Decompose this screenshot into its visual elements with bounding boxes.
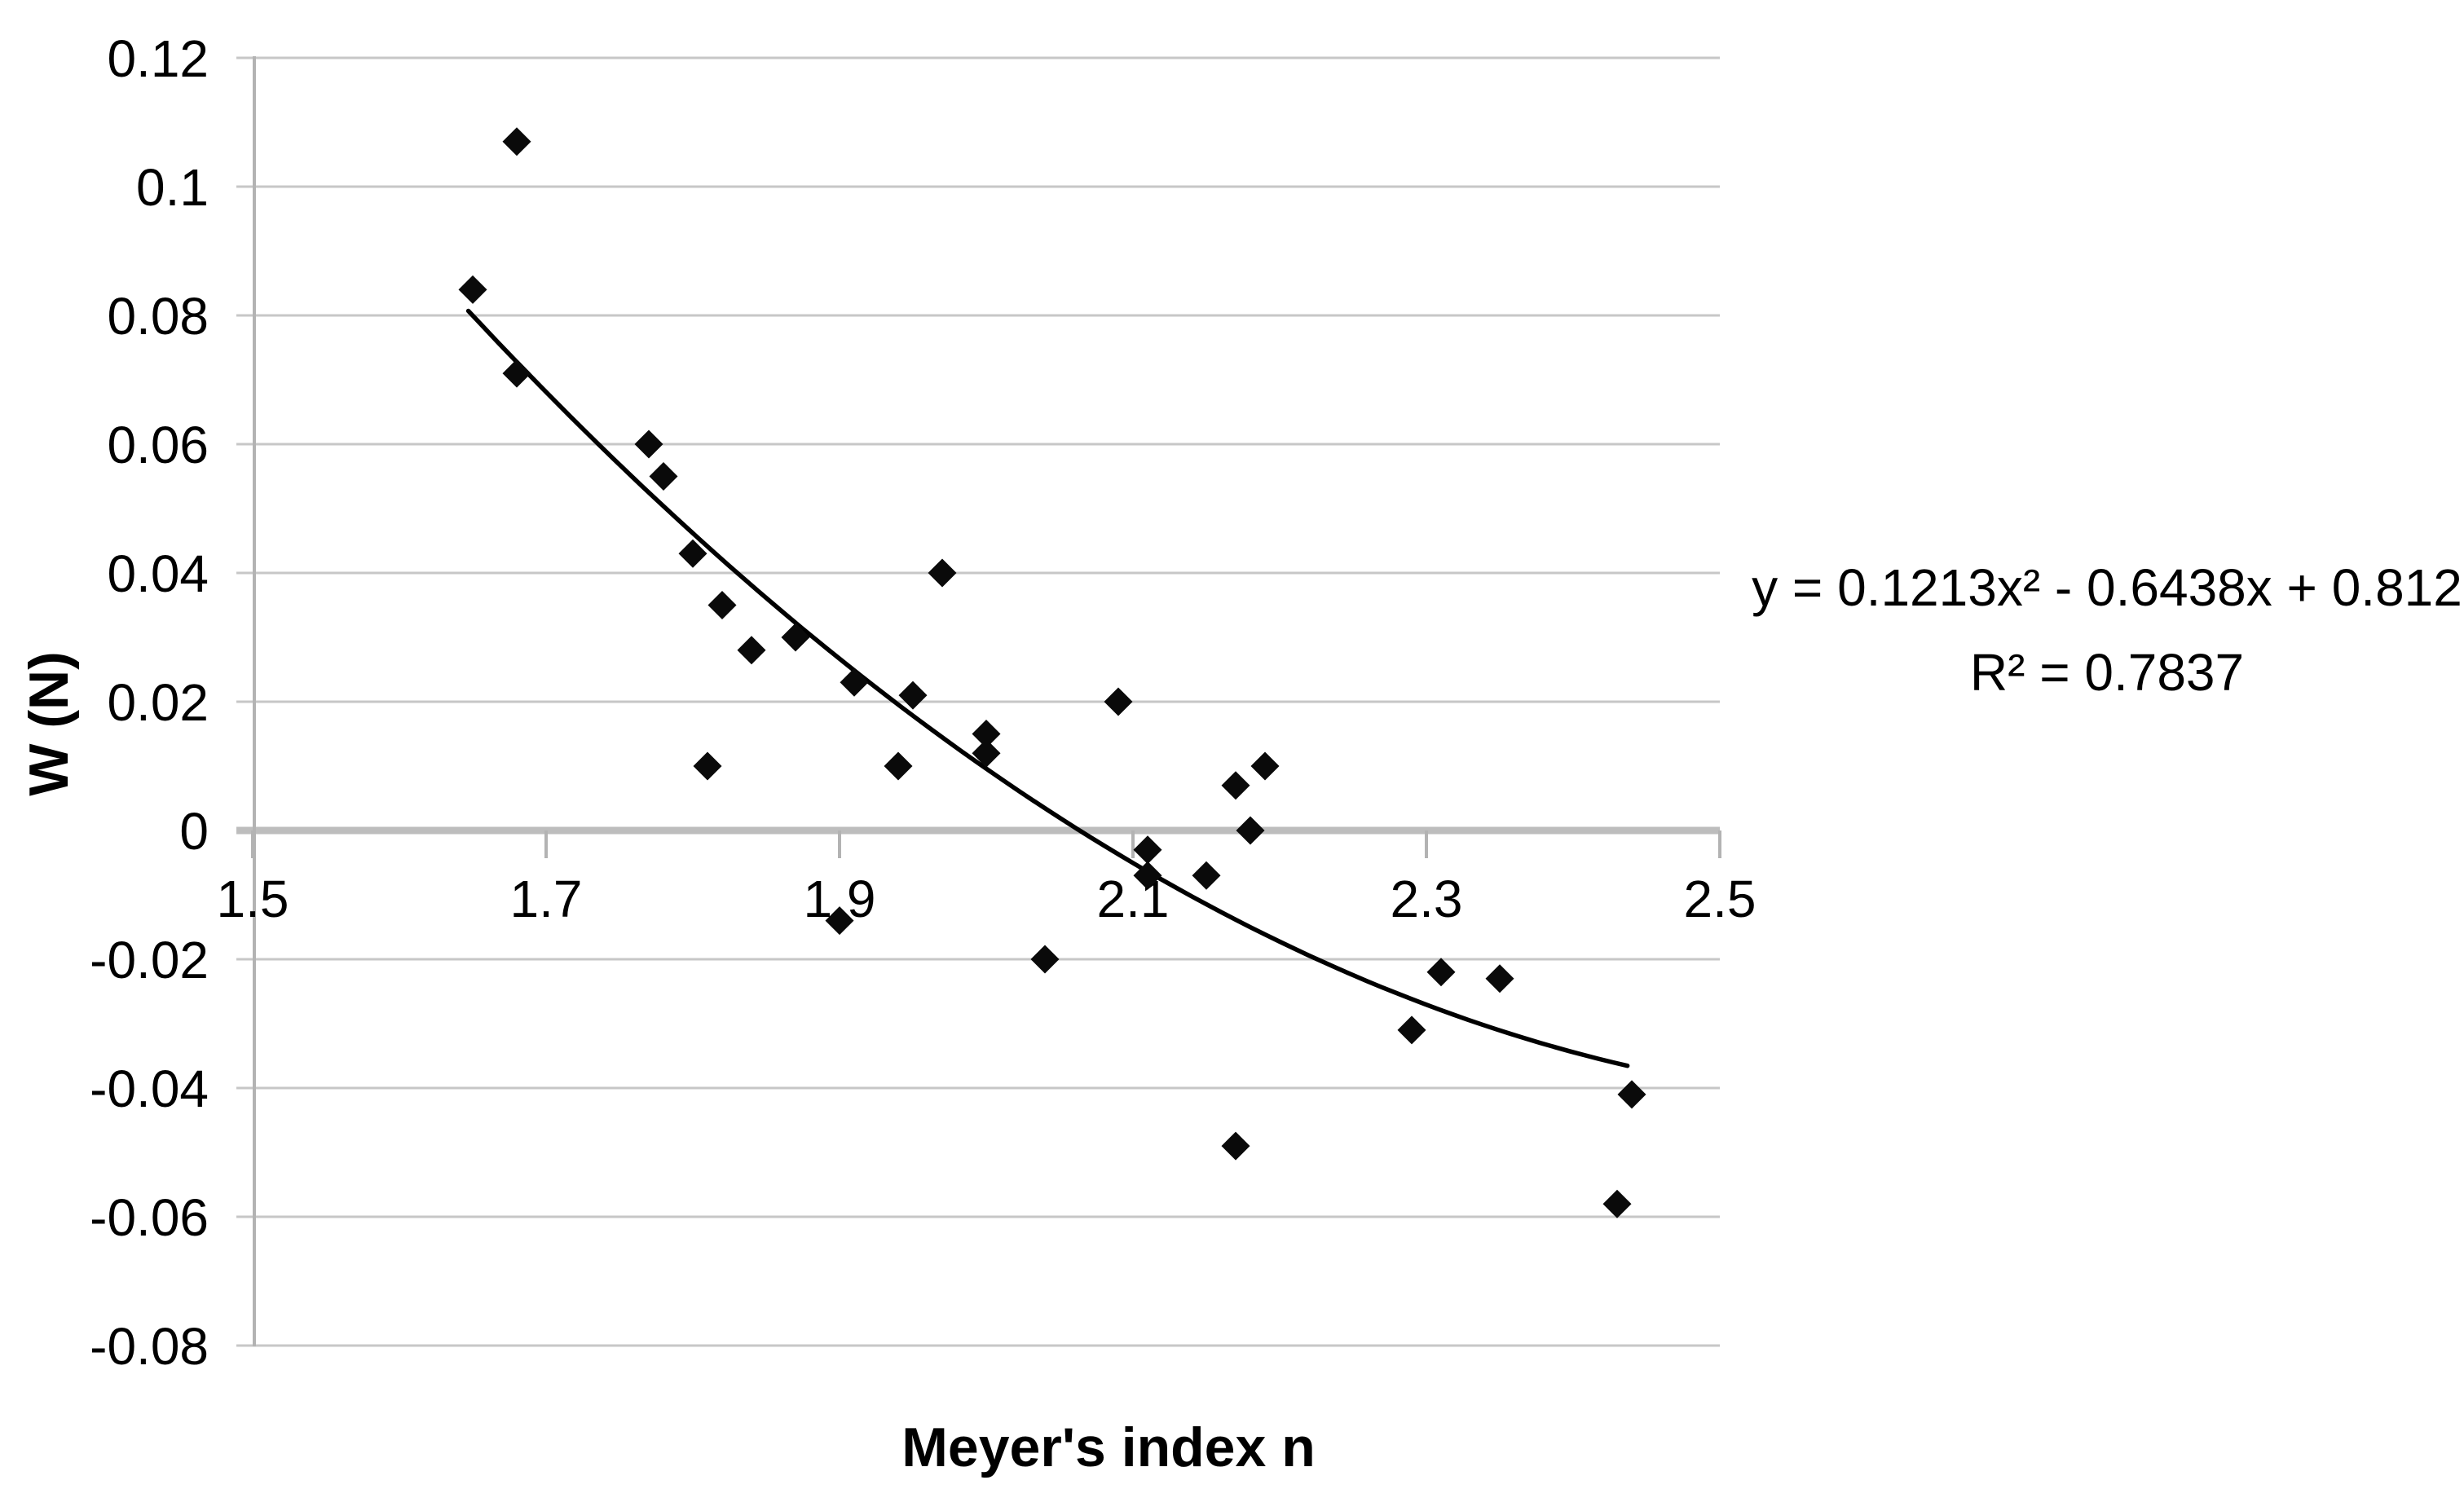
data-point-marker [649,462,678,491]
data-point-marker [1133,835,1162,865]
x-tick-label: 1.5 [217,870,289,928]
data-point-marker [1192,861,1221,890]
trendline-curve [465,308,1630,1068]
y-tick-label: 0.02 [107,673,209,732]
data-point-marker [1426,958,1456,987]
x-axis-title: Meyer's index n [901,1416,1316,1478]
data-point-marker [634,430,663,459]
data-point-marker [825,906,854,936]
data-point-marker [502,127,531,156]
data-point-marker [1236,816,1265,845]
data-point-marker [693,751,722,781]
data-point-marker [1104,687,1133,716]
x-tick-label: 2.3 [1391,870,1463,928]
data-point-marker [1602,1189,1632,1218]
data-point-marker [898,681,928,710]
data-point-marker [1250,751,1280,781]
data-point-marker [781,623,810,652]
data-point-marker [972,720,1001,748]
y-tick-label: -0.08 [90,1317,209,1376]
data-point-marker [707,591,737,619]
y-tick-label: 0.04 [107,544,209,603]
data-point-marker [1617,1080,1646,1109]
trendline-equation: y = 0.1213x² - 0.6438x + 0.812 [1752,558,2462,617]
data-point-marker [737,636,766,665]
data-point-marker [1485,964,1514,993]
data-point-marker [972,738,1001,768]
y-tick-label: -0.06 [90,1188,209,1247]
r-squared-value: R² = 0.7837 [1969,643,2245,702]
y-tick-label: 0.06 [107,416,209,474]
data-point-marker [1221,1131,1250,1161]
data-point-marker [502,359,531,388]
y-tick-label: -0.02 [90,931,209,989]
data-point-marker [840,667,869,697]
data-point-marker [1221,771,1250,800]
y-tick-label: 0 [179,802,209,861]
x-tick-label: 2.5 [1684,870,1757,928]
y-tick-label: 0.08 [107,287,209,346]
x-tick-label: 1.7 [510,870,583,928]
data-point-marker [678,539,707,568]
y-tick-label: 0.12 [107,29,209,88]
data-point-marker [884,751,913,781]
data-point-marker [1030,945,1060,974]
data-point-marker [1397,1015,1426,1045]
y-tick-label: -0.04 [90,1059,209,1118]
y-axis-title: W (N) [18,651,80,796]
y-tick-label: 0.1 [136,158,209,217]
trendline-annotation: y = 0.1213x² - 0.6438x + 0.812 R² = 0.78… [1744,545,2464,715]
data-point-marker [458,275,487,304]
data-point-marker [928,558,957,588]
data-point-marker [1133,861,1162,890]
